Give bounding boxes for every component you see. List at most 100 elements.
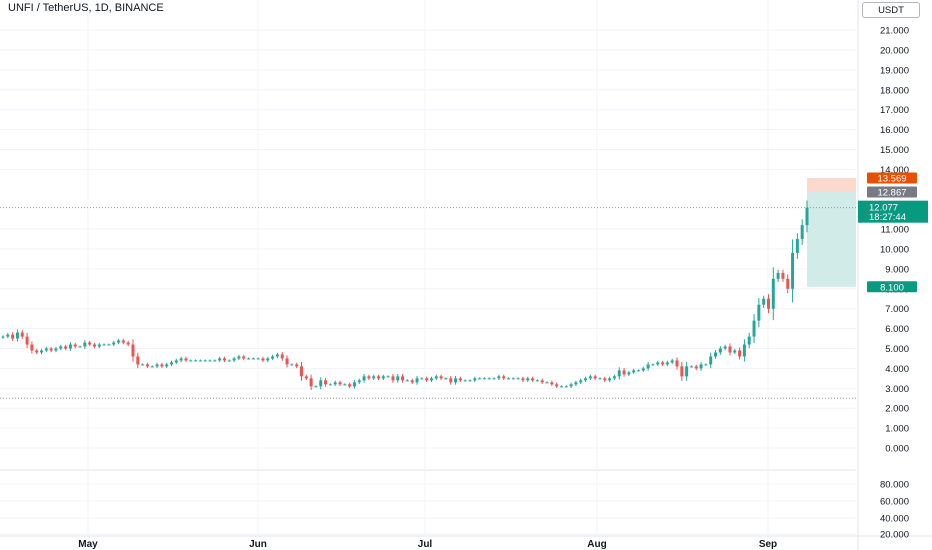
candle-body bbox=[559, 386, 563, 388]
candle-body bbox=[410, 380, 414, 383]
candle-body bbox=[160, 364, 164, 367]
volume-tick-label: 20.000 bbox=[880, 530, 909, 541]
volume-axis: 80.000 60.000 40.000 20.000 bbox=[880, 480, 909, 541]
candle-body bbox=[507, 378, 511, 380]
candle-body bbox=[49, 348, 53, 351]
candle-body bbox=[184, 358, 188, 361]
price-tick-label: 9.000 bbox=[885, 264, 909, 275]
candle-body bbox=[714, 352, 718, 357]
candle-body bbox=[680, 366, 684, 377]
candle-body bbox=[271, 356, 275, 359]
candle-body bbox=[728, 346, 732, 353]
take-profit-zone bbox=[807, 191, 856, 287]
candle-body bbox=[251, 358, 255, 360]
candle-body bbox=[165, 364, 169, 367]
candle-body bbox=[786, 278, 790, 289]
candle-body bbox=[247, 358, 251, 360]
candle-body bbox=[497, 376, 501, 379]
candle-body bbox=[145, 364, 149, 367]
candle-body bbox=[420, 378, 424, 380]
candle-body bbox=[757, 304, 761, 321]
candle-body bbox=[511, 378, 515, 380]
candle-body bbox=[30, 344, 34, 351]
candle-body bbox=[429, 378, 433, 381]
candle-body bbox=[540, 380, 544, 383]
time-tick-label: Sep bbox=[759, 539, 777, 550]
candle-body bbox=[198, 360, 202, 362]
candle-body bbox=[579, 380, 583, 383]
candle-body bbox=[665, 362, 669, 365]
price-tick-label: 16.000 bbox=[880, 125, 909, 136]
candle-body bbox=[762, 298, 766, 305]
candle-body bbox=[704, 364, 708, 366]
candle-body bbox=[121, 340, 125, 343]
candle-body bbox=[795, 239, 799, 253]
price-axis[interactable]: 21.000 20.000 19.000 18.000 17.000 16.000 15.0… bbox=[880, 26, 909, 455]
symbol-title[interactable]: UNFI / TetherUS, 1D, BINANCE bbox=[8, 2, 164, 14]
candle-body bbox=[584, 378, 588, 381]
candle-body bbox=[20, 332, 24, 337]
candle-body bbox=[150, 366, 154, 368]
candle-body bbox=[603, 378, 607, 381]
candle-body bbox=[637, 370, 640, 372]
candle-body bbox=[237, 356, 241, 359]
currency-button[interactable]: USDT bbox=[862, 2, 920, 18]
candle-body bbox=[275, 354, 279, 357]
candle-body bbox=[170, 362, 173, 365]
candle-body bbox=[550, 382, 554, 385]
candle-body bbox=[473, 378, 477, 381]
candle-body bbox=[675, 360, 679, 367]
candle-body bbox=[242, 356, 246, 359]
candle-body bbox=[357, 380, 361, 383]
candle-body bbox=[256, 358, 260, 360]
candle-body bbox=[800, 225, 804, 240]
candle-body bbox=[401, 376, 405, 381]
candle-body bbox=[685, 366, 689, 377]
stop-price-label-text: 13.569 bbox=[877, 173, 906, 184]
candle-body bbox=[434, 376, 438, 379]
candle-body bbox=[502, 376, 506, 379]
candle-body bbox=[304, 376, 308, 379]
candle-body bbox=[516, 378, 520, 380]
candle-body bbox=[208, 360, 212, 362]
candle-body bbox=[73, 344, 77, 347]
candle-body bbox=[617, 370, 621, 377]
candle-body bbox=[670, 360, 674, 363]
candle-body bbox=[194, 360, 198, 362]
candle-body bbox=[738, 350, 742, 357]
candle-body bbox=[11, 334, 15, 339]
candle-body bbox=[612, 376, 616, 379]
candle-body bbox=[218, 358, 222, 361]
candle-body bbox=[189, 360, 193, 362]
candle-body bbox=[709, 356, 713, 365]
price-tick-label: 5.000 bbox=[885, 344, 909, 355]
candle-body bbox=[377, 376, 381, 379]
candle-body bbox=[694, 366, 698, 369]
candle-body bbox=[35, 350, 39, 353]
candle-body bbox=[362, 376, 366, 381]
candle-body bbox=[588, 376, 592, 379]
target-price-label bbox=[867, 281, 917, 293]
price-tick-label: 11.000 bbox=[881, 225, 909, 236]
candle-body bbox=[487, 378, 491, 380]
time-axis[interactable]: May Jun Jul Aug Sep bbox=[78, 539, 777, 550]
candle-body bbox=[174, 360, 178, 363]
candle-body bbox=[454, 378, 458, 383]
current-price-label bbox=[858, 200, 928, 223]
candle-body bbox=[396, 376, 400, 381]
candle-body bbox=[213, 360, 217, 362]
candle-body bbox=[348, 384, 352, 387]
candle-body bbox=[266, 358, 270, 361]
price-tick-label: 18.000 bbox=[880, 85, 909, 96]
candle-body bbox=[661, 362, 665, 365]
volume-tick-label: 40.000 bbox=[880, 514, 909, 525]
candle-body bbox=[521, 378, 525, 381]
candle-body bbox=[227, 360, 231, 362]
price-tick-label: 21.000 bbox=[880, 26, 909, 37]
price-tick-label: 4.000 bbox=[885, 364, 909, 375]
candle-body bbox=[280, 354, 284, 359]
price-tick-label: 15.000 bbox=[880, 145, 909, 156]
candle-body bbox=[6, 334, 10, 337]
candle-body bbox=[718, 348, 722, 353]
